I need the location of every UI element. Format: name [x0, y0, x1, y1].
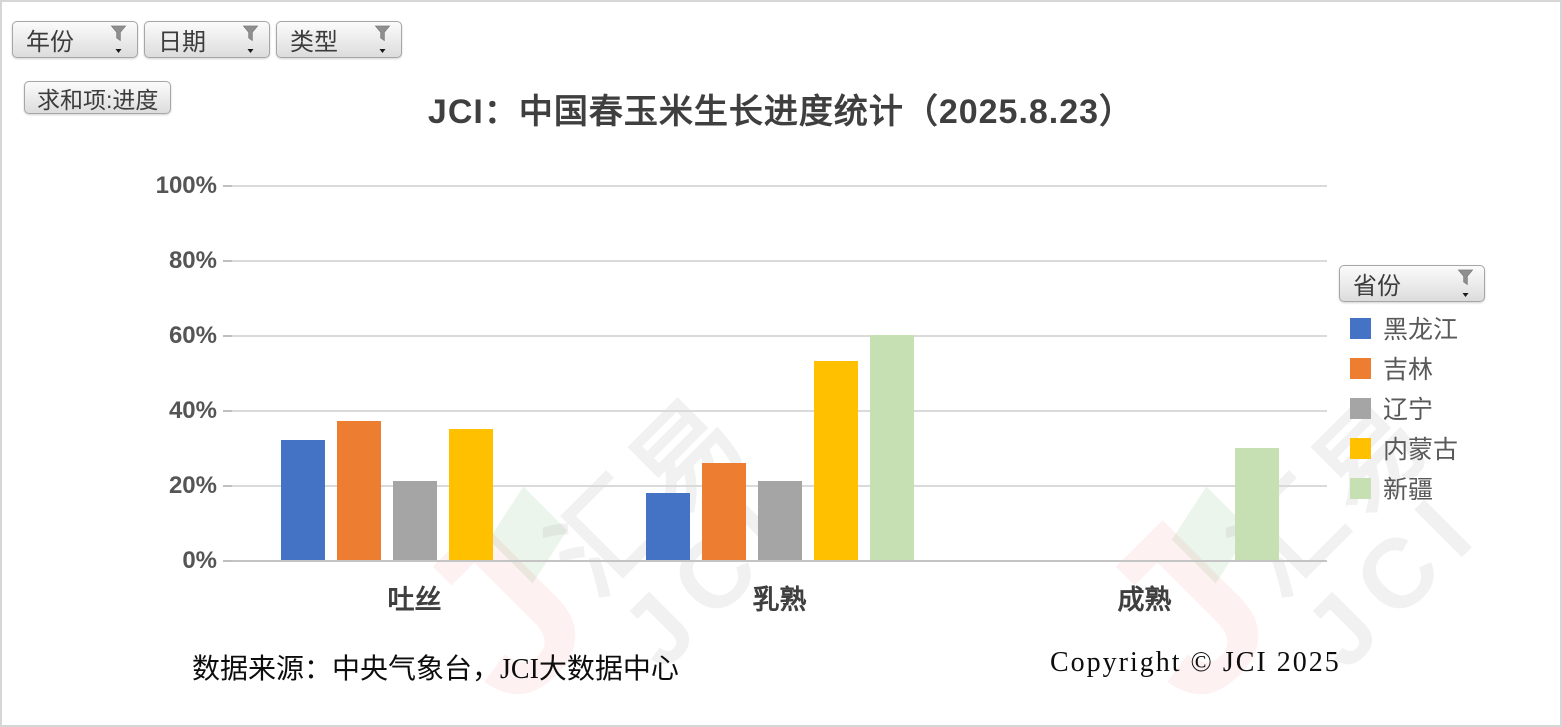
- values-field-button[interactable]: 求和项:进度: [24, 81, 172, 114]
- gridline: [232, 560, 1327, 562]
- legend-field-button[interactable]: 省份: [1339, 265, 1485, 302]
- filter-field-button-1[interactable]: 日期: [144, 21, 270, 58]
- y-axis-label: 80%: [168, 247, 217, 274]
- funnel-filter-icon: [110, 25, 127, 53]
- legend-swatch: [1350, 437, 1371, 459]
- chart-bar-内蒙古-吐丝: [448, 428, 493, 560]
- legend-item-新疆: 新疆: [1350, 468, 1458, 508]
- legend-label: 吉林: [1383, 356, 1434, 384]
- chart-bar-黑龙江-吐丝: [280, 440, 325, 560]
- y-axis-label: 100%: [155, 172, 217, 199]
- y-axis-tick: [223, 335, 232, 337]
- legend-label: 黑龙江: [1383, 316, 1459, 344]
- chart-bar-辽宁-吐丝: [392, 481, 437, 560]
- y-axis-label: 0%: [182, 547, 217, 574]
- legend-label: 内蒙古: [1383, 436, 1459, 464]
- y-axis-label: 60%: [168, 322, 217, 349]
- filter-field-label: 年份: [26, 29, 74, 56]
- funnel-filter-icon: [1457, 269, 1474, 297]
- funnel-filter-icon: [374, 25, 391, 53]
- filter-field-button-0[interactable]: 年份: [12, 21, 138, 58]
- watermark-diamond-icon: [488, 486, 568, 584]
- chart-bar-新疆-乳熟: [869, 335, 914, 560]
- gridline: [232, 410, 1327, 412]
- y-axis-tick: [223, 560, 232, 562]
- legend: 黑龙江吉林辽宁内蒙古新疆: [1350, 308, 1458, 508]
- x-axis-label: 成熟: [1117, 585, 1172, 615]
- legend-swatch: [1350, 477, 1371, 499]
- y-axis-tick: [223, 260, 232, 262]
- chart-title: JCI：中国春玉米生长进度统计（2025.8.23）: [427, 93, 1135, 131]
- legend-item-黑龙江: 黑龙江: [1350, 308, 1458, 348]
- gridline: [232, 260, 1327, 262]
- chart-bar-新疆-成熟: [1234, 447, 1279, 560]
- legend-swatch: [1350, 317, 1371, 339]
- x-axis-label: 吐丝: [387, 585, 442, 615]
- legend-swatch: [1350, 397, 1371, 419]
- legend-item-辽宁: 辽宁: [1350, 388, 1458, 428]
- chart-bar-黑龙江-乳熟: [645, 492, 690, 560]
- filter-field-label: 类型: [290, 29, 338, 56]
- chart-bar-吉林-乳熟: [701, 462, 746, 560]
- gridline: [232, 185, 1327, 187]
- y-axis-label: 20%: [168, 472, 217, 499]
- pivot-filter-row: 年份 日期 类型: [12, 21, 402, 58]
- x-axis-label: 乳熟: [752, 585, 807, 615]
- legend-swatch: [1350, 357, 1371, 379]
- y-axis-tick: [223, 185, 232, 187]
- y-axis-label: 40%: [168, 397, 217, 424]
- legend-field-label: 省份: [1353, 273, 1401, 300]
- y-axis-tick: [223, 485, 232, 487]
- funnel-filter-icon: [242, 25, 259, 53]
- legend-item-内蒙古: 内蒙古: [1350, 428, 1458, 468]
- legend-label: 辽宁: [1383, 396, 1434, 424]
- chart-bar-吉林-吐丝: [336, 421, 381, 560]
- chart-bar-辽宁-乳熟: [757, 481, 802, 560]
- gridline: [232, 335, 1327, 337]
- legend-item-吉林: 吉林: [1350, 348, 1458, 388]
- filter-field-button-2[interactable]: 类型: [276, 21, 402, 58]
- legend-label: 新疆: [1383, 476, 1434, 504]
- values-field-label: 求和项:进度: [37, 86, 159, 113]
- plot-area: J 汇易 JCI J 汇易 JCI 100%80%60%40%20%0%吐丝乳熟…: [156, 172, 1503, 725]
- filter-field-label: 日期: [158, 29, 206, 56]
- chart-bar-内蒙古-乳熟: [813, 361, 858, 560]
- copyright-text: Copyright © JCI 2025: [1050, 647, 1341, 678]
- y-axis-tick: [223, 410, 232, 412]
- data-source-text: 数据来源：中央气象台，JCI大数据中心: [192, 654, 679, 685]
